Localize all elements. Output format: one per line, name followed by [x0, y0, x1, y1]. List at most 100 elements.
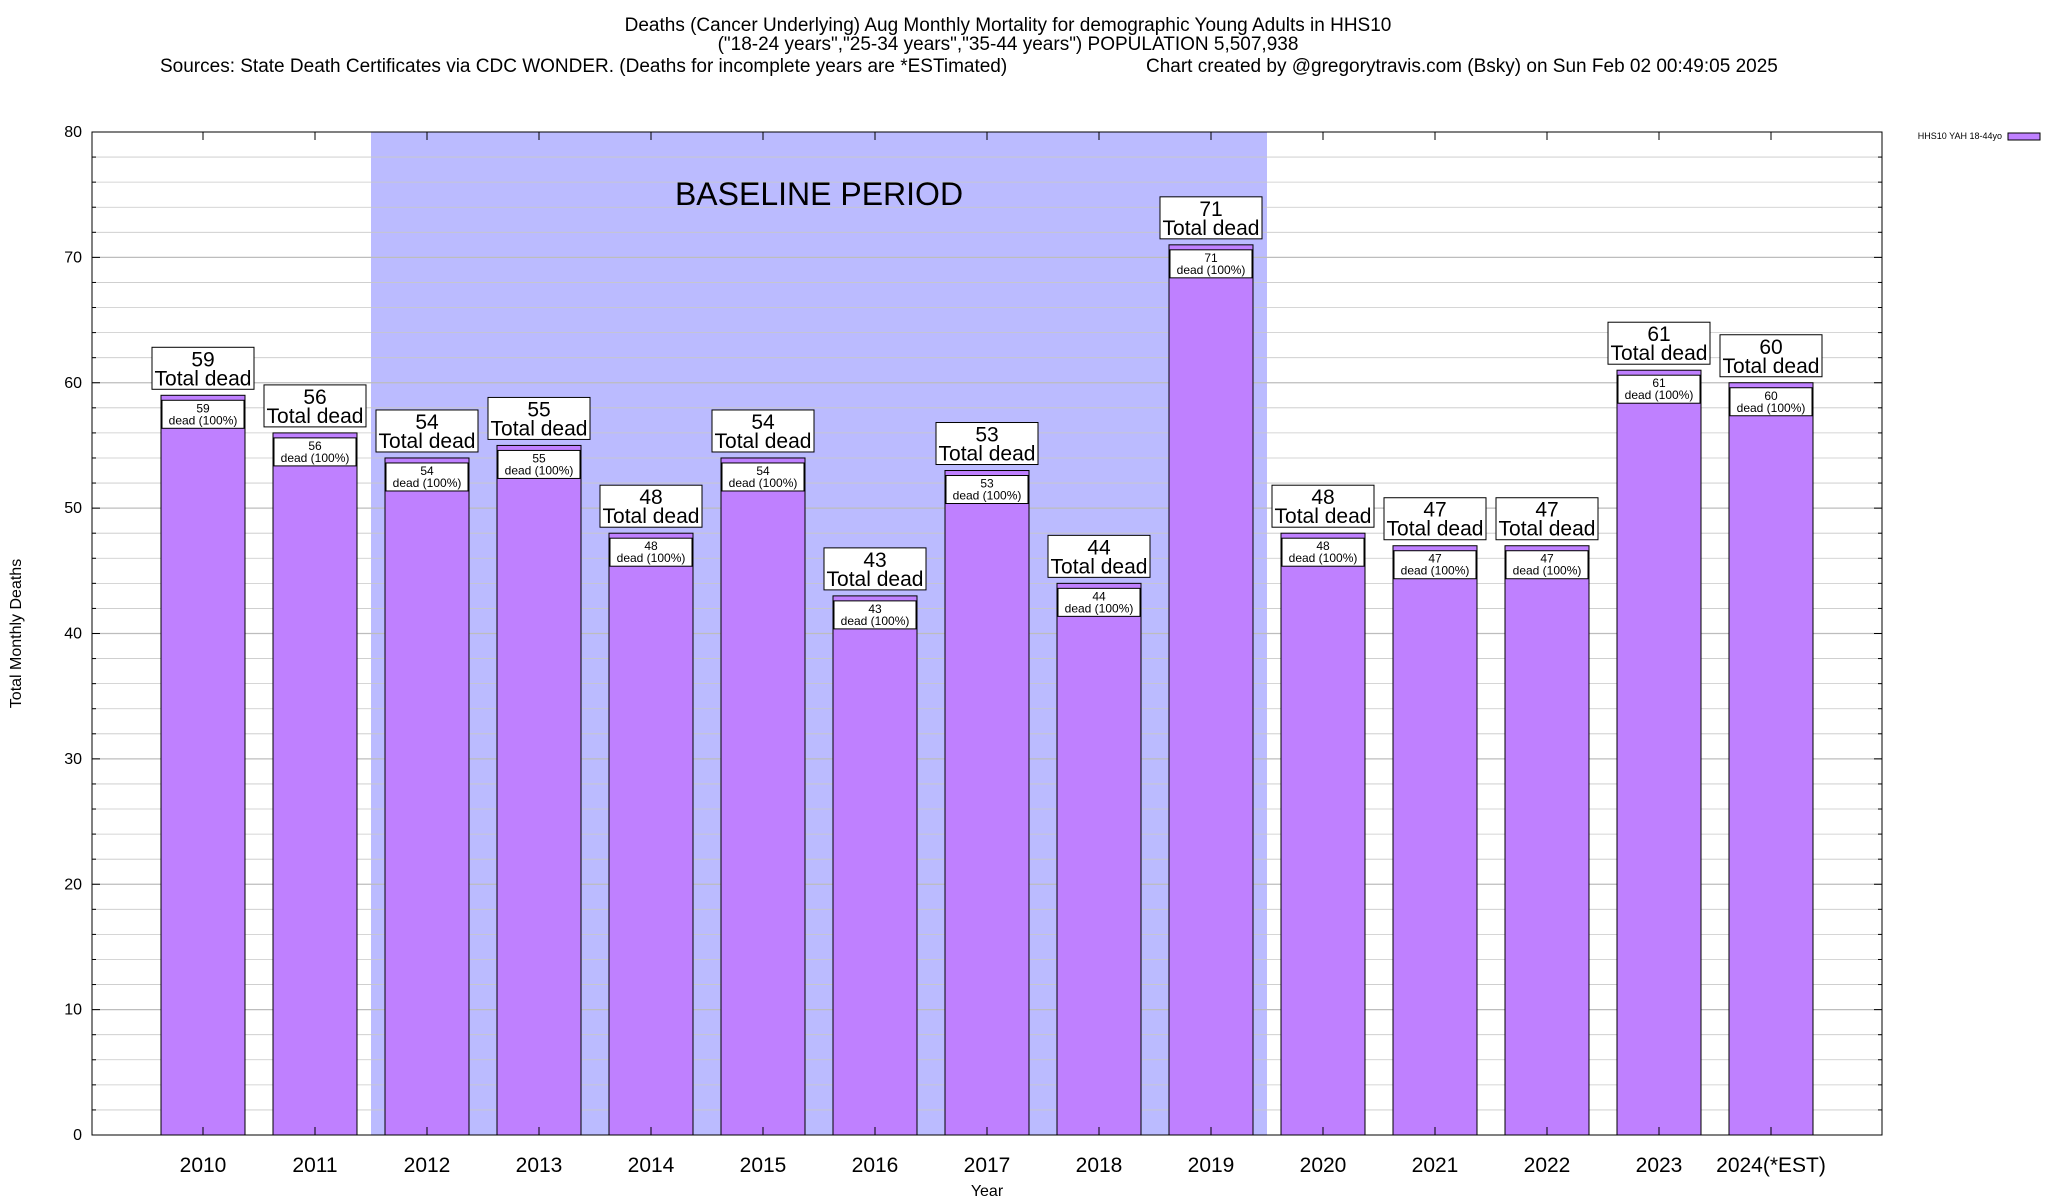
inner-label-text: dead (100%): [1065, 601, 1134, 615]
inner-label-text: dead (100%): [393, 476, 462, 490]
x-tick-label: 2017: [964, 1154, 1011, 1177]
total-label-value: 71: [1199, 198, 1222, 221]
inner-label-value: 44: [1092, 589, 1106, 603]
y-tick-label: 0: [73, 1127, 82, 1144]
baseline-period-label: BASELINE PERIOD: [675, 176, 963, 212]
total-label-value: 55: [527, 398, 550, 421]
inner-label-text: dead (100%): [1289, 551, 1358, 565]
x-tick-label: 2015: [740, 1154, 787, 1177]
chart-title-block: Deaths (Cancer Underlying) Aug Monthly M…: [160, 15, 1778, 77]
inner-label-box: [273, 437, 357, 467]
inner-label-box: [1393, 550, 1477, 580]
total-label-value: 60: [1759, 336, 1782, 359]
inner-label-value: 47: [1428, 552, 1442, 566]
inner-label-box: [609, 537, 693, 567]
total-label-text: Total dead: [1723, 355, 1820, 378]
inner-label-value: 71: [1204, 251, 1218, 265]
bar-2015: [720, 457, 806, 1136]
inner-label-text: dead (100%): [1625, 388, 1694, 402]
total-label-box: [935, 422, 1039, 466]
inner-label-box: [833, 600, 917, 630]
total-label-box: [1383, 497, 1487, 541]
inner-label-text: dead (100%): [505, 463, 574, 477]
chart-sources-text: Sources: State Death Certificates via CD…: [160, 56, 1007, 77]
inner-label-box: [1281, 537, 1365, 567]
x-tick-label: 2022: [1524, 1154, 1571, 1177]
total-label-value: 54: [751, 411, 775, 434]
legend-entry-label: HHS10 YAH 18-44yo: [1918, 131, 2002, 141]
y-axis: 0 10 20 30 40 50 60 70 80: [64, 124, 1882, 1144]
inner-label-value: 47: [1540, 552, 1554, 566]
x-tick-label: 2013: [516, 1154, 563, 1177]
total-label-box: [375, 409, 479, 453]
bar-2011: [272, 432, 358, 1136]
total-label-value: 54: [415, 411, 439, 434]
y-tick-label: 60: [64, 375, 82, 392]
inner-label-value: 48: [644, 539, 658, 553]
bar-2016: [832, 595, 918, 1136]
x-tick-label: 2016: [852, 1154, 899, 1177]
chart-title-line-1: Deaths (Cancer Underlying) Aug Monthly M…: [625, 15, 1392, 36]
x-tick-label: 2021: [1412, 1154, 1459, 1177]
total-label-text: Total dead: [1387, 518, 1484, 541]
chart-credit-text: Chart created by @gregorytravis.com (Bsk…: [1146, 56, 1778, 77]
total-label-value: 53: [975, 424, 998, 447]
bar-2019: [1168, 244, 1254, 1136]
inner-label-box: [721, 462, 805, 492]
total-label-text: Total dead: [1163, 217, 1260, 240]
x-axis: 2010 2011 2012 2013 2014 2015 2016 2017 2018 2019…: [180, 132, 1826, 1177]
bar-2021: [1392, 545, 1478, 1136]
x-tick-label: 2014: [628, 1154, 675, 1177]
inner-label-text: dead (100%): [1513, 564, 1582, 578]
x-tick-label: 2019: [1188, 1154, 1235, 1177]
inner-label-text: dead (100%): [1737, 401, 1806, 415]
x-tick-label: 2011: [292, 1154, 337, 1177]
bar-2018: [1056, 582, 1142, 1136]
inner-label-box: [1729, 387, 1813, 417]
inner-label-text: dead (100%): [953, 489, 1022, 503]
total-label-value: 47: [1535, 499, 1558, 522]
bar-2020: [1280, 532, 1366, 1136]
bar-2024(*EST): [1728, 382, 1814, 1136]
bar-2013: [496, 444, 582, 1136]
total-label-text: Total dead: [827, 568, 924, 591]
total-label-text: Total dead: [379, 430, 476, 453]
bar-2014: [608, 532, 694, 1136]
legend-swatch: [2007, 132, 2041, 141]
bar-2010: [160, 394, 246, 1136]
total-label-value: 56: [303, 386, 326, 409]
total-label-box: [1719, 334, 1823, 378]
inner-label-box: [1617, 374, 1701, 404]
total-label-text: Total dead: [603, 505, 700, 528]
total-label-text: Total dead: [491, 417, 588, 440]
y-tick-label: 10: [64, 1002, 82, 1019]
bar-2012: [384, 457, 470, 1136]
total-label-text: Total dead: [155, 367, 252, 390]
total-label-box: [1607, 321, 1711, 365]
inner-label-value: 60: [1764, 389, 1778, 403]
total-label-text: Total dead: [1051, 555, 1148, 578]
x-tick-label: 2024(*EST): [1716, 1154, 1826, 1177]
total-label-box: [1159, 196, 1263, 240]
bar-2017: [944, 470, 1030, 1136]
inner-label-text: dead (100%): [841, 614, 910, 628]
total-label-box: [487, 396, 591, 440]
y-tick-label: 50: [64, 500, 82, 517]
total-label-value: 48: [639, 486, 662, 509]
inner-label-box: [161, 399, 245, 429]
x-tick-label: 2018: [1076, 1154, 1123, 1177]
total-label-box: [263, 384, 367, 428]
total-label-box: [599, 484, 703, 528]
total-label-box: [1495, 497, 1599, 541]
total-label-text: Total dead: [267, 405, 364, 428]
x-tick-label: 2020: [1300, 1154, 1347, 1177]
y-axis-title: Total Monthly Deaths: [8, 559, 25, 708]
inner-label-text: dead (100%): [1401, 564, 1470, 578]
inner-label-value: 61: [1652, 376, 1666, 390]
inner-label-value: 53: [980, 477, 994, 491]
total-label-value: 43: [863, 549, 886, 572]
inner-label-text: dead (100%): [1177, 263, 1246, 277]
inner-label-text: dead (100%): [169, 413, 238, 427]
